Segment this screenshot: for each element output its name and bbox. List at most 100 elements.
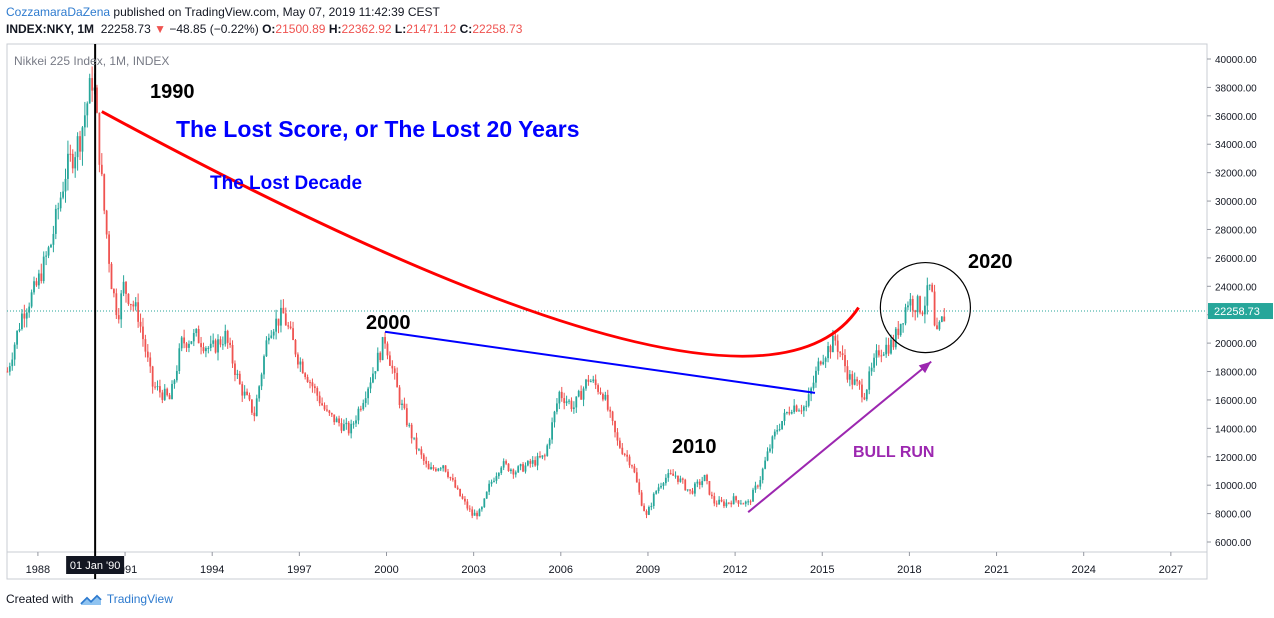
candle-body	[478, 509, 481, 517]
candle-body	[539, 456, 541, 458]
lost-decade-text[interactable]: The Lost Decade	[210, 173, 362, 194]
candle-body	[873, 357, 875, 368]
author-link[interactable]: CozzamaraDaZena	[6, 5, 111, 19]
candle-body	[195, 329, 198, 333]
candle-body	[505, 461, 507, 464]
candle-body	[345, 422, 348, 425]
candle-body	[744, 501, 747, 504]
bottom-curve[interactable]	[101, 110, 860, 358]
candle-body	[175, 370, 178, 381]
candle-body	[42, 256, 45, 282]
candle-body	[476, 512, 478, 517]
candle-body	[226, 330, 229, 343]
highlight-circle[interactable]	[879, 261, 972, 354]
candle-body	[362, 403, 365, 410]
crosshair-time-tag-text: 01 Jan '90	[70, 560, 120, 572]
candle-body	[40, 273, 43, 282]
candle-body	[710, 494, 713, 497]
candle-body	[541, 455, 544, 458]
candle-body	[667, 473, 670, 478]
candle-body	[781, 420, 783, 430]
candle-body	[769, 448, 771, 452]
candle-body	[415, 437, 418, 450]
candle-body	[657, 487, 660, 492]
candle-body	[931, 284, 934, 292]
price-tick-label: 26000.00	[1215, 254, 1257, 265]
candle-body	[340, 423, 343, 431]
label-2000[interactable]: 2000	[366, 312, 411, 334]
candle-body	[815, 370, 817, 383]
candle-body	[921, 312, 924, 315]
candle-body	[127, 293, 130, 305]
price-tick-label: 8000.00	[1215, 510, 1252, 521]
candle-body	[919, 296, 921, 313]
candle-body	[735, 496, 737, 501]
candle-body	[684, 479, 687, 491]
candle-body	[328, 410, 331, 414]
ohlc-bar: INDEX:NKY, 1M 22258.73 ▼ −48.85 (−0.22%)…	[6, 22, 522, 36]
candle-body	[403, 403, 406, 409]
price-tick-label: 24000.00	[1215, 282, 1257, 293]
candles	[6, 66, 946, 520]
candle-body	[52, 233, 55, 245]
bull-run-text[interactable]: BULL RUN	[853, 444, 934, 461]
high-label: H:	[328, 22, 342, 36]
candle-body	[568, 400, 570, 402]
candle-body	[64, 178, 67, 192]
label-1990[interactable]: 1990	[150, 81, 195, 103]
candle-body	[664, 477, 667, 484]
candle-body	[529, 460, 532, 464]
candle-body	[754, 485, 757, 490]
time-axis[interactable]: 1988 1991 1994 1997 2000 2003 2006 2009 2012 2015…	[26, 552, 1183, 576]
candle-body	[434, 468, 437, 471]
price-tick-label: 18000.00	[1215, 368, 1257, 379]
arrowhead-icon	[918, 361, 932, 374]
candle-body	[522, 464, 524, 472]
symbol-label[interactable]: INDEX:NKY, 1M	[6, 22, 95, 36]
candle-body	[76, 136, 79, 158]
candle-body	[861, 384, 863, 398]
candle-body	[396, 372, 399, 388]
footer: Created with TradingView	[6, 592, 173, 606]
candle-body	[793, 405, 796, 413]
candle-body	[367, 388, 370, 399]
candle-body	[190, 341, 193, 344]
candle-body	[229, 342, 232, 345]
lost-score-text[interactable]: The Lost Score, or The Lost 20 Years	[176, 116, 580, 142]
label-2020[interactable]: 2020	[968, 251, 1013, 273]
candle-body	[650, 505, 653, 508]
candle-body	[79, 136, 81, 152]
candle-body	[270, 335, 273, 338]
candle-body	[577, 391, 580, 397]
published-text: published on TradingView.com, May 07, 20…	[113, 5, 440, 19]
candle-body	[432, 467, 435, 469]
candle-body	[805, 405, 808, 407]
candle-body	[832, 335, 834, 353]
candle-body	[178, 348, 181, 371]
price-axis[interactable]: 6000.00 8000.00 10000.00 12000.00 14000.00 16…	[1207, 55, 1257, 549]
candle-body	[289, 326, 292, 329]
candle-body	[696, 481, 699, 484]
candle-body	[715, 503, 718, 505]
candle-body	[427, 463, 430, 470]
candle-body	[137, 302, 140, 322]
candle-body	[316, 388, 319, 396]
candle-body	[698, 481, 701, 485]
tradingview-link[interactable]: TradingView	[106, 592, 173, 606]
candle-body	[54, 208, 57, 234]
candle-body	[100, 164, 103, 175]
label-2010[interactable]: 2010	[672, 436, 717, 458]
bull-run-arrow[interactable]	[747, 360, 932, 513]
candle-body	[936, 325, 938, 330]
candle-body	[679, 478, 682, 482]
candle-body	[272, 331, 275, 336]
candle-body	[224, 330, 227, 345]
candle-body	[50, 244, 52, 248]
candle-body	[510, 469, 512, 472]
candle-body	[454, 479, 457, 488]
trendline[interactable]	[384, 330, 816, 394]
candle-body	[248, 394, 251, 400]
candle-body	[144, 339, 147, 352]
candle-body	[558, 391, 561, 404]
